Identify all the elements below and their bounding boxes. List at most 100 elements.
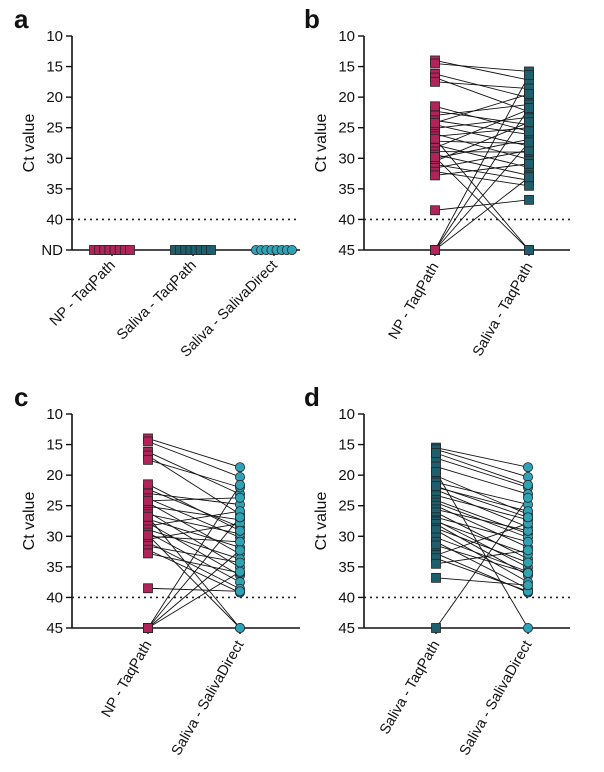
data-point: [524, 70, 534, 81]
pair-line: [434, 60, 530, 81]
y-tick-label: 15: [46, 59, 63, 76]
pair-line: [435, 508, 529, 532]
pair-line: [147, 451, 241, 495]
pair-line: [435, 499, 529, 535]
data-point: [523, 580, 534, 591]
pair-line: [434, 149, 530, 169]
data-point: [523, 557, 534, 568]
pair-line: [435, 577, 529, 586]
pair-line: [435, 489, 529, 528]
y-tick-label: 30: [46, 528, 63, 545]
data-point: [143, 436, 153, 447]
data-point: [431, 481, 441, 492]
data-point: [523, 545, 534, 556]
y-tick-label: 35: [338, 559, 355, 576]
y-axis-title: Ct value: [313, 114, 330, 173]
data-point: [524, 245, 534, 255]
y-tick-label: 35: [46, 181, 63, 198]
data-point: [524, 103, 534, 114]
data-point: [430, 117, 440, 128]
pair-line: [147, 534, 241, 629]
pair-line: [435, 557, 529, 592]
data-point: [125, 245, 135, 255]
pair-line: [147, 571, 241, 629]
pair-line: [435, 471, 529, 629]
y-tick-label: 25: [46, 498, 63, 515]
data-point: [430, 58, 440, 69]
pair-line: [434, 133, 530, 160]
pair-line: [435, 516, 529, 543]
data-point: [431, 448, 441, 459]
y-tick-label: 45: [338, 620, 355, 637]
data-point: [430, 245, 440, 255]
y-axis-title: Ct value: [313, 492, 330, 551]
pair-line: [147, 587, 241, 592]
pair-line: [435, 457, 529, 488]
pair-line: [147, 497, 241, 502]
data-point: [524, 117, 534, 128]
y-tick-label: 10: [46, 28, 63, 45]
data-point: [430, 152, 440, 162]
pair-line: [147, 455, 241, 515]
x-category-label: Saliva - SalivaDirect: [169, 638, 248, 758]
pair-line: [435, 529, 529, 583]
y-tick-label: 40: [46, 211, 63, 228]
y-tick-label: 40: [338, 589, 355, 606]
x-category-label: Saliva - TaqPath: [377, 638, 444, 737]
pair-line: [434, 199, 530, 211]
pair-line: [435, 485, 529, 518]
pair-line: [147, 516, 241, 629]
pair-line: [435, 537, 529, 573]
data-point: [143, 548, 153, 559]
data-point: [234, 479, 245, 490]
pair-line: [434, 107, 530, 251]
y-tick-label: 10: [338, 406, 355, 423]
data-point: [234, 545, 245, 556]
pair-line: [435, 447, 529, 468]
pair-line: [434, 116, 530, 129]
pair-line: [435, 466, 529, 495]
pair-line: [147, 522, 241, 576]
pair-line: [147, 505, 241, 521]
y-tick-label: 20: [46, 467, 63, 484]
y-tick-label: 40: [46, 589, 63, 606]
pair-line: [434, 156, 530, 251]
pair-line: [147, 484, 241, 629]
y-tick-label: 10: [338, 28, 355, 45]
data-point: [143, 583, 153, 594]
y-tick-label: 15: [46, 437, 63, 454]
y-tick-label: ND: [41, 242, 63, 259]
data-point: [524, 180, 534, 191]
pair-line: [435, 523, 529, 556]
data-point: [234, 512, 245, 523]
data-point: [234, 525, 245, 536]
data-point: [143, 454, 153, 465]
y-tick-label: 25: [338, 498, 355, 515]
y-tick-label: 45: [46, 620, 63, 637]
pair-line: [147, 441, 241, 478]
y-tick-label: 25: [46, 120, 63, 137]
y-tick-label: 25: [338, 120, 355, 137]
pair-line: [434, 138, 530, 251]
y-tick-label: 45: [338, 242, 355, 259]
data-point: [430, 170, 440, 181]
pair-line: [435, 521, 529, 555]
data-point: [143, 623, 153, 633]
panel-label: c: [14, 382, 28, 412]
pair-line: [435, 452, 529, 486]
pair-line: [435, 527, 529, 563]
x-category-label: Saliva - SalivaDirect: [457, 638, 536, 758]
pair-line: [435, 494, 529, 521]
pair-line: [434, 81, 530, 90]
data-point: [430, 133, 440, 144]
data-point: [524, 137, 534, 148]
data-point: [524, 172, 534, 183]
data-point: [430, 76, 440, 87]
pair-line: [434, 73, 530, 99]
y-tick-label: 15: [338, 59, 355, 76]
data-point: [523, 567, 534, 578]
pair-line: [434, 142, 530, 251]
pair-line: [147, 459, 241, 488]
pair-line: [147, 502, 241, 555]
data-point: [523, 462, 534, 473]
